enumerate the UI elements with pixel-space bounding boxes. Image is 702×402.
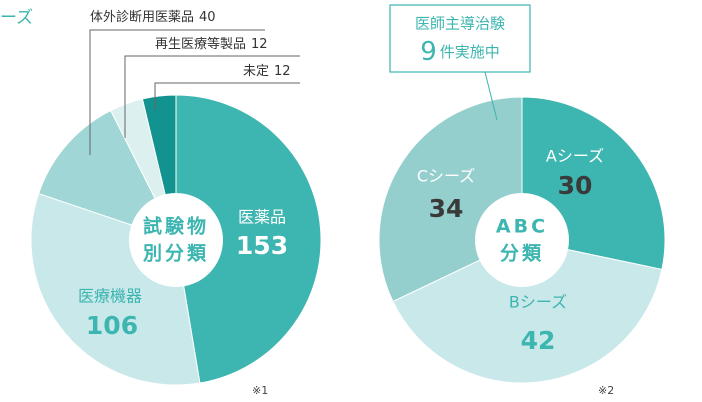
pie-slice <box>392 239 663 384</box>
value-label: 12 <box>274 64 291 79</box>
leader-line <box>154 82 300 110</box>
center-label: 分類 <box>500 243 544 265</box>
pie-slice <box>37 109 177 241</box>
category-name: 体外診断用医薬品 <box>90 9 194 25</box>
value-label: 30 <box>558 171 593 200</box>
callout-number: 9 <box>420 37 437 67</box>
category-name: Aシーズ <box>546 147 604 166</box>
note: ※1 <box>252 384 268 397</box>
slice-label: 再生医療等製品 12 <box>155 36 268 52</box>
callout-pointer <box>484 71 498 121</box>
heading: ーズ <box>0 8 33 28</box>
center-label: 試験物 <box>143 215 209 238</box>
category-name: 医薬品 <box>238 208 286 227</box>
value-label: 42 <box>521 326 556 355</box>
center-label: 別分類 <box>143 243 209 265</box>
leader-line <box>124 55 300 138</box>
category-name: 再生医療等製品 <box>155 36 246 52</box>
category-name: 未定 <box>243 64 269 79</box>
center-circle <box>475 193 569 287</box>
callout-title: 医師主導治験 <box>415 15 505 33</box>
callout-box <box>389 4 531 73</box>
value-label: 34 <box>429 194 464 223</box>
leader-line <box>89 29 265 155</box>
value-label: 12 <box>251 37 268 52</box>
category-name: Bシーズ <box>509 293 567 312</box>
callout-unit: 件実施中 <box>440 43 500 61</box>
slice-label: 体外診断用医薬品 40 <box>90 9 216 25</box>
value-label: 106 <box>86 311 138 340</box>
category-name: Cシーズ <box>417 167 475 186</box>
callout-count: 9 件実施中 <box>420 37 500 67</box>
category-name: 医療機器 <box>78 287 142 306</box>
value-label: 40 <box>199 10 216 25</box>
center-label: ABC <box>496 216 548 238</box>
pie-slice <box>175 94 322 384</box>
value-label: 153 <box>236 231 288 260</box>
slice-label: 未定 12 <box>243 64 291 79</box>
note: ※2 <box>598 384 614 397</box>
center-circle <box>129 193 223 287</box>
